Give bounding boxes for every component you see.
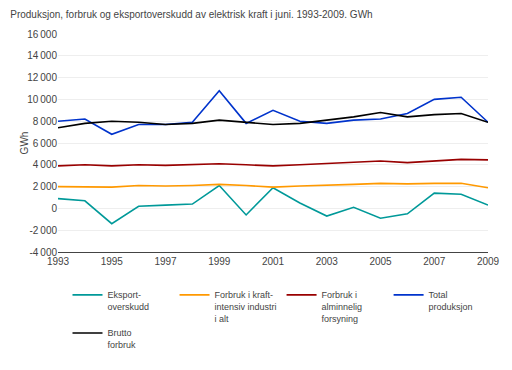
svg-text:10 000: 10 000 [27,94,57,105]
svg-text:Forbruk i kraft-intensiv indus: Forbruk i kraft-intensiv industrii alt [215,290,277,323]
svg-text:GWh: GWh [19,132,30,155]
svg-text:8 000: 8 000 [33,116,58,127]
svg-text:1999: 1999 [208,256,231,267]
svg-text:2005: 2005 [369,256,392,267]
svg-text:Eksport-overskudd: Eksport-overskudd [108,290,150,312]
svg-text:0: 0 [51,203,57,214]
svg-text:2003: 2003 [316,256,339,267]
svg-text:16 000: 16 000 [27,29,57,40]
svg-text:12 000: 12 000 [27,72,57,83]
svg-text:Produksjon, forbruk og eksport: Produksjon, forbruk og eksportoverskudd … [10,9,372,20]
svg-text:6 000: 6 000 [33,138,58,149]
svg-text:14 000: 14 000 [27,50,57,61]
svg-text:2009: 2009 [477,256,500,267]
svg-text:-4 000: -4 000 [29,247,57,258]
svg-text:1993: 1993 [47,256,70,267]
svg-text:2001: 2001 [262,256,285,267]
svg-text:2 000: 2 000 [33,181,58,192]
svg-text:-2 000: -2 000 [29,225,57,236]
svg-text:4 000: 4 000 [33,159,58,170]
svg-text:Totalproduksjon: Totalproduksjon [429,290,473,312]
svg-text:2007: 2007 [423,256,446,267]
svg-text:1995: 1995 [101,256,124,267]
svg-text:Forbruk ialminneligforsyning: Forbruk ialminneligforsyning [322,290,363,323]
svg-text:1997: 1997 [154,256,177,267]
svg-text:Bruttoforbruk: Bruttoforbruk [108,328,137,350]
